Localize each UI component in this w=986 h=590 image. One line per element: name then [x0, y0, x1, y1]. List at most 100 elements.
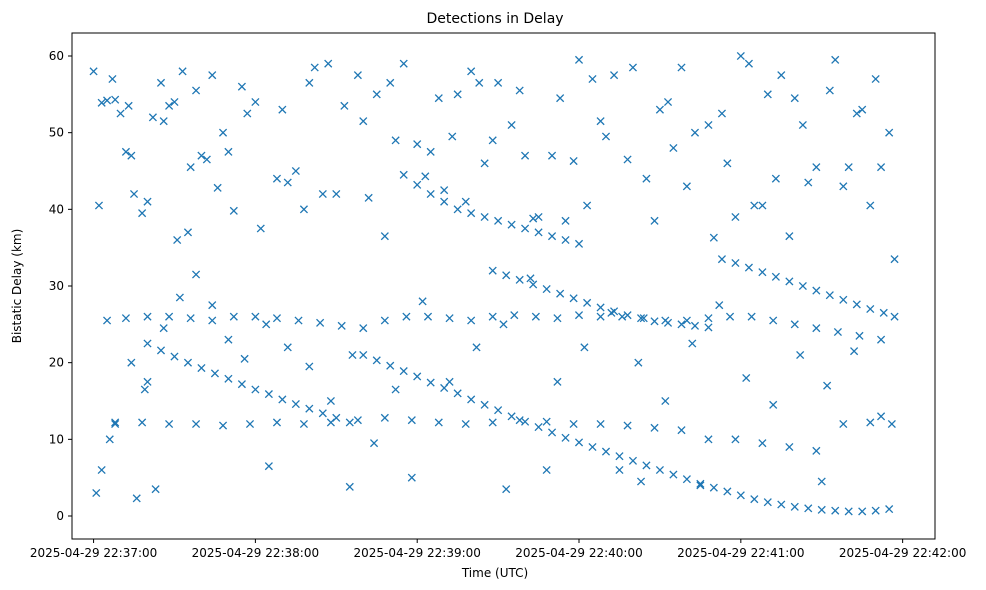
- data-point: [151, 485, 160, 494]
- data-point: [785, 442, 794, 452]
- data-point: [744, 263, 753, 272]
- data-point: [677, 426, 686, 435]
- data-point: [461, 197, 470, 206]
- y-tick-label: 50: [49, 126, 64, 140]
- data-point: [494, 406, 503, 415]
- data-point: [326, 396, 335, 406]
- data-point: [510, 311, 519, 320]
- data-point: [124, 101, 133, 110]
- data-point: [704, 435, 713, 444]
- x-tick-label: 2025-04-29 22:39:00: [353, 546, 480, 560]
- data-point: [143, 197, 152, 206]
- data-point: [529, 214, 538, 223]
- data-point: [407, 473, 416, 482]
- data-point: [844, 507, 853, 516]
- data-point: [877, 412, 886, 421]
- data-point: [348, 350, 357, 360]
- data-point: [353, 416, 362, 425]
- data-point: [690, 128, 700, 137]
- data-point: [831, 506, 840, 515]
- data-point: [256, 224, 265, 233]
- data-point: [529, 280, 538, 289]
- data-point: [111, 419, 120, 429]
- data-point: [790, 94, 799, 103]
- data-point: [521, 224, 530, 233]
- data-point: [596, 419, 605, 429]
- y-tick-label: 40: [49, 202, 64, 216]
- data-point: [237, 82, 246, 91]
- data-point: [583, 298, 592, 307]
- data-point: [725, 312, 735, 321]
- data-point: [677, 320, 686, 329]
- data-point: [229, 312, 238, 321]
- data-point: [402, 312, 411, 321]
- data-point: [763, 90, 772, 99]
- data-point: [623, 311, 632, 320]
- data-point: [213, 183, 222, 192]
- data-point: [434, 94, 443, 103]
- data-point: [345, 482, 354, 491]
- data-point: [472, 343, 481, 352]
- data-point: [812, 446, 821, 455]
- data-point: [391, 136, 400, 145]
- data-point: [628, 63, 638, 72]
- data-point: [156, 346, 166, 355]
- data-point: [488, 418, 497, 427]
- data-point: [440, 186, 449, 195]
- data-point: [467, 67, 476, 76]
- data-point: [208, 316, 217, 325]
- data-point: [467, 395, 476, 404]
- data-point: [353, 71, 362, 80]
- data-point: [316, 318, 325, 327]
- data-point: [418, 297, 427, 306]
- data-point: [542, 465, 551, 475]
- data-point: [380, 316, 389, 325]
- data-point: [143, 312, 152, 321]
- data-point: [790, 320, 799, 329]
- data-point: [615, 452, 624, 461]
- data-point: [224, 374, 233, 383]
- data-point: [324, 59, 333, 68]
- data-point: [208, 301, 217, 310]
- data-point: [191, 419, 201, 429]
- data-point: [299, 419, 308, 429]
- data-point: [178, 67, 187, 76]
- data-point: [129, 189, 139, 199]
- data-point: [688, 339, 697, 348]
- data-point: [596, 312, 605, 321]
- data-point: [839, 182, 848, 191]
- data-point: [488, 312, 497, 321]
- data-point: [758, 439, 767, 448]
- data-point: [569, 156, 578, 166]
- data-point: [636, 314, 646, 323]
- data-point: [291, 400, 300, 409]
- data-point: [399, 367, 408, 376]
- y-tick-label: 10: [49, 432, 64, 446]
- data-point: [515, 416, 524, 425]
- data-point: [127, 358, 136, 367]
- data-point: [272, 314, 282, 323]
- data-point: [704, 314, 713, 323]
- data-point: [251, 97, 260, 107]
- data-point: [569, 419, 578, 429]
- data-point: [423, 312, 433, 321]
- data-point: [574, 55, 584, 64]
- data-point: [186, 163, 195, 172]
- data-point: [704, 323, 713, 332]
- data-point: [502, 485, 511, 494]
- data-point: [731, 212, 740, 222]
- data-point: [407, 416, 416, 425]
- data-point: [682, 316, 691, 325]
- data-point: [850, 347, 859, 356]
- data-point: [534, 423, 543, 432]
- data-point: [817, 477, 826, 486]
- data-point: [744, 59, 753, 68]
- data-point: [696, 479, 705, 488]
- data-point: [305, 404, 314, 413]
- data-point: [310, 63, 319, 72]
- data-point: [758, 201, 767, 210]
- data-point: [240, 354, 249, 363]
- data-point: [165, 419, 174, 429]
- data-point: [170, 352, 179, 361]
- data-point: [183, 228, 193, 237]
